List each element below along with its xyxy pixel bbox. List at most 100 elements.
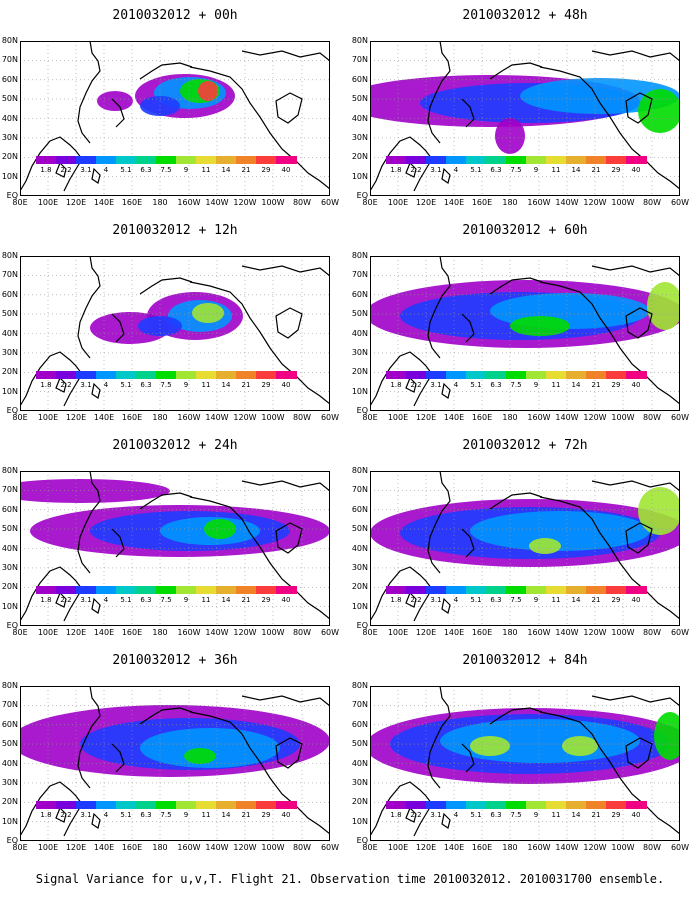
- longitude-label: 140W: [555, 413, 579, 422]
- colorbar-tick-label: 40: [281, 596, 291, 604]
- colorbar-swatch: [136, 156, 157, 164]
- colorbar-swatch: [406, 586, 427, 594]
- colorbar-tick-label: 5.1: [470, 381, 482, 389]
- variance-contour: [470, 736, 510, 756]
- coastline: [461, 98, 475, 128]
- latitude-label: 10N: [1, 816, 18, 826]
- colorbar-tick-label: 21: [591, 811, 601, 819]
- coastline: [405, 806, 417, 823]
- colorbar-swatch: [96, 156, 117, 164]
- coastline: [461, 743, 475, 773]
- longitude-label: 160E: [121, 413, 143, 422]
- colorbar: 1.8 2.2 3.1 4 5.1 6.3 7.5 9 11 14 21 29 40: [386, 801, 647, 821]
- colorbar-tick-label: 9: [533, 381, 539, 389]
- colorbar-tick-label: 2.2: [60, 381, 72, 389]
- longitude-label: 160E: [121, 198, 143, 207]
- latitude-label: 70N: [1, 55, 18, 65]
- longitude-label: 80E: [362, 413, 378, 422]
- coastline: [77, 686, 101, 789]
- colorbar-tick-label: 7.5: [160, 166, 172, 174]
- longitude-label: 120W: [233, 198, 257, 207]
- coastline: [275, 737, 303, 769]
- map-panel: 2010032012 + 12h 80N 70N 60N 50N 40N 30N 20N 10N…: [0, 215, 350, 430]
- map-plot: [370, 686, 680, 841]
- colorbar-tick-label: 11: [551, 166, 561, 174]
- longitude-label: 100E: [37, 413, 59, 422]
- map-area: 80N 70N 60N 50N 40N 30N 20N 10N EQ 80E 100E 120E 140…: [2, 682, 339, 853]
- coastline: [591, 695, 680, 707]
- colorbar-swatch: [256, 371, 277, 379]
- variance-contour: [638, 487, 680, 535]
- latitude-label: 60N: [351, 504, 368, 514]
- colorbar-tick-label: 1.8: [40, 166, 52, 174]
- longitude-label: 140W: [555, 843, 579, 852]
- colorbar-swatch: [546, 586, 567, 594]
- colorbar-tick-label: 1.8: [390, 381, 402, 389]
- coastline: [111, 528, 125, 558]
- colorbar-tick-label: 1.8: [390, 596, 402, 604]
- map-frame: [20, 686, 330, 841]
- colorbar-tick-label: 3.1: [430, 381, 442, 389]
- colorbar-tick-label: 11: [551, 596, 561, 604]
- longitude-label: 120W: [583, 413, 607, 422]
- latitude-label: EQ: [6, 191, 18, 200]
- coastline: [539, 281, 680, 405]
- longitude-label: 60W: [320, 843, 340, 852]
- colorbar-swatch: [386, 156, 407, 164]
- colorbar: 1.8 2.2 3.1 4 5.1 6.3 7.5 9 11 14 21 29 40: [36, 801, 297, 821]
- map-area: 80N 70N 60N 50N 40N 30N 20N 10N EQ 80E 100E 120E 140…: [352, 252, 689, 423]
- colorbar-swatch: [586, 156, 607, 164]
- colorbar-tick-label: 3.1: [430, 811, 442, 819]
- latitude-label: 30N: [351, 562, 368, 572]
- map-plot: [20, 256, 330, 411]
- longitude-label: 100E: [37, 628, 59, 637]
- colorbar-swatch: [216, 156, 237, 164]
- map-panel: 2010032012 + 00h 80N 70N 60N 50N 40N 30N 20N 10N…: [0, 0, 350, 215]
- longitude-label: 140W: [555, 198, 579, 207]
- colorbar-tick-label: 29: [611, 596, 621, 604]
- latitude-label: 50N: [351, 309, 368, 319]
- figure-caption: Signal Variance for u,v,T. Flight 21. Ob…: [35, 872, 665, 886]
- colorbar-tick-label: 7.5: [510, 381, 522, 389]
- longitude-label: 80W: [292, 843, 312, 852]
- longitude-label: 140E: [443, 628, 465, 637]
- colorbar-tick-label: 9: [183, 811, 189, 819]
- panel-title: 2010032012 + 60h: [462, 223, 588, 238]
- coastline: [55, 161, 67, 178]
- coastline: [91, 597, 101, 614]
- colorbar-tick-label: 6.3: [140, 166, 152, 174]
- colorbar-swatch: [116, 156, 137, 164]
- colorbar-tick-label: 29: [261, 166, 271, 174]
- latitude-label: 30N: [1, 347, 18, 357]
- latitude-label: EQ: [6, 836, 18, 845]
- panel-title: 2010032012 + 12h: [112, 223, 238, 238]
- colorbar-tick-label: 21: [591, 381, 601, 389]
- latitude-label: 80N: [1, 466, 18, 475]
- latitude-label: 50N: [1, 309, 18, 319]
- coastline: [275, 92, 303, 124]
- colorbar-tick-label: 5.1: [120, 811, 132, 819]
- coastline: [441, 167, 451, 184]
- colorbar-swatch: [466, 801, 487, 809]
- coastline: [111, 98, 125, 128]
- coastline: [405, 161, 417, 178]
- colorbar-swatch: [626, 371, 647, 379]
- colorbar-tick-label: 40: [631, 811, 641, 819]
- variance-contour: [495, 118, 525, 154]
- longitude-label: 120E: [65, 413, 87, 422]
- map-panel: 2010032012 + 24h 80N 70N 60N 50N 40N 30N 20N 10N…: [0, 430, 350, 645]
- longitude-label: 160W: [527, 413, 551, 422]
- longitude-label: 140E: [443, 198, 465, 207]
- colorbar-swatch: [546, 801, 567, 809]
- longitude-label: 120E: [415, 628, 437, 637]
- latitude-label: 40N: [1, 328, 18, 338]
- colorbar-tick-label: 3.1: [80, 811, 92, 819]
- longitude-label: 100W: [261, 843, 285, 852]
- colorbar-tick-label: 11: [201, 381, 211, 389]
- latitude-label: EQ: [356, 836, 368, 845]
- coastline: [539, 496, 680, 620]
- coastline: [139, 707, 193, 725]
- map-plot: [370, 471, 680, 626]
- colorbar-swatch: [236, 156, 257, 164]
- colorbar-tick-label: 21: [241, 381, 251, 389]
